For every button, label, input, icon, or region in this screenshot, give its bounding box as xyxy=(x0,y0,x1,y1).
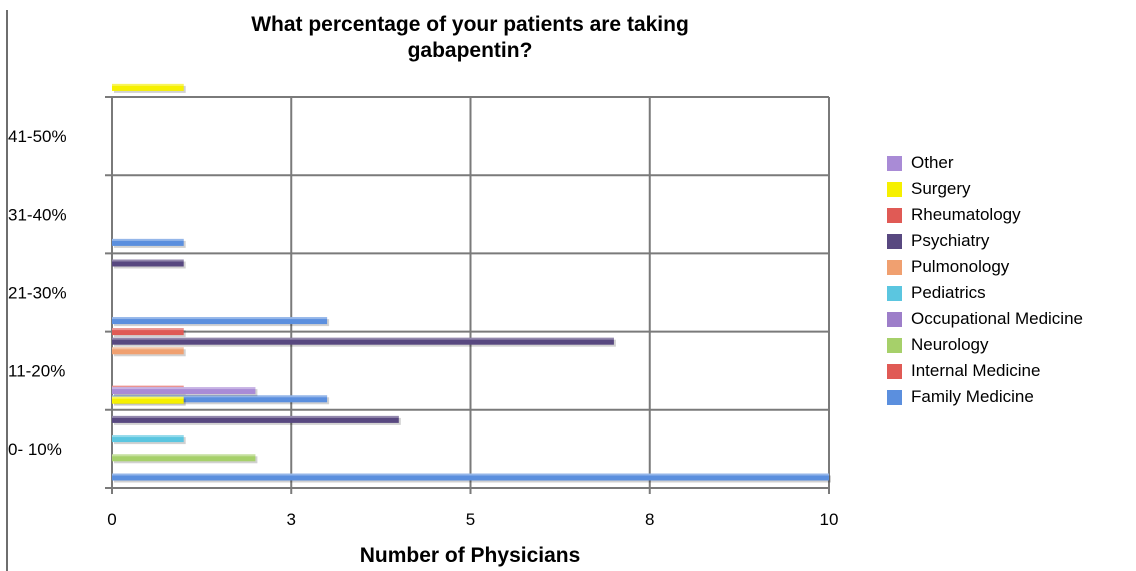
legend-label: Pediatrics xyxy=(911,283,986,302)
legend-label: Family Medicine xyxy=(911,387,1034,406)
bar-highlight xyxy=(112,395,328,398)
y-category-label: 41-50% xyxy=(8,127,67,146)
bar xyxy=(112,347,184,355)
bar xyxy=(112,317,328,325)
bar-highlight xyxy=(112,396,184,399)
bar xyxy=(112,387,256,395)
bar-highlight xyxy=(112,259,184,262)
x-tick-label: 10 xyxy=(820,510,839,529)
legend-swatch xyxy=(887,285,902,301)
legend-label: Internal Medicine xyxy=(911,361,1041,380)
legend-swatch xyxy=(887,363,902,379)
legend-item: Pulmonology xyxy=(887,254,1132,280)
bar xyxy=(112,415,399,423)
x-axis-title: Number of Physicians xyxy=(359,544,581,567)
legend-item: Family Medicine xyxy=(887,384,1132,410)
y-category-label: 11-20% xyxy=(8,362,65,381)
legend-label: Neurology xyxy=(911,335,989,354)
bar-highlight xyxy=(112,473,829,476)
legend-swatch xyxy=(887,233,902,249)
bar xyxy=(112,473,829,481)
legend-label: Other xyxy=(911,153,954,172)
x-tick-label: 3 xyxy=(287,510,296,529)
x-tick-label: 5 xyxy=(466,510,475,529)
chart-title-line-2: gabapentin? xyxy=(407,39,533,62)
legend-item: Internal Medicine xyxy=(887,358,1132,384)
y-category-label: 21-30% xyxy=(8,284,67,303)
legend-item: Surgery xyxy=(887,176,1132,202)
legend-label: Pulmonology xyxy=(911,257,1010,276)
legend-swatch xyxy=(887,311,902,327)
legend-swatch xyxy=(887,181,902,197)
bar xyxy=(112,238,184,246)
legend-swatch xyxy=(887,337,902,353)
legend-swatch xyxy=(887,259,902,275)
bar-highlight xyxy=(112,83,184,86)
legend-label: Occupational Medicine xyxy=(911,309,1083,328)
bar xyxy=(112,337,614,345)
legend-item: Occupational Medicine xyxy=(887,306,1132,332)
bar-highlight xyxy=(112,328,184,331)
legend-item: Pediatrics xyxy=(887,280,1132,306)
bar xyxy=(112,454,256,462)
x-tick-label: 8 xyxy=(645,510,654,529)
bar xyxy=(112,83,184,91)
bar xyxy=(112,395,328,403)
bar xyxy=(112,328,184,336)
legend-swatch xyxy=(887,207,902,223)
bar-highlight xyxy=(112,238,184,241)
legend-label: Psychiatry xyxy=(911,231,990,250)
y-category-label: 0- 10% xyxy=(8,440,62,459)
bar-highlight xyxy=(112,317,328,320)
legend-item: Other xyxy=(887,150,1132,176)
bar-highlight xyxy=(112,415,399,418)
legend-swatch xyxy=(887,155,902,171)
bar xyxy=(112,435,184,443)
bar-highlight xyxy=(112,387,256,390)
y-category-label: 31-40% xyxy=(8,205,67,224)
legend-item: Psychiatry xyxy=(887,228,1132,254)
bar xyxy=(112,259,184,267)
bar xyxy=(112,396,184,404)
bar-highlight xyxy=(112,347,184,350)
legend-item: Neurology xyxy=(887,332,1132,358)
chart-legend: Other Surgery Rheumatology Psychiatry Pulmon… xyxy=(887,150,1132,410)
legend-item: Rheumatology xyxy=(887,202,1132,228)
legend-label: Surgery xyxy=(911,179,971,198)
legend-swatch xyxy=(887,389,902,405)
bar-highlight xyxy=(112,385,184,388)
x-tick-label: 0 xyxy=(107,510,116,529)
legend-label: Rheumatology xyxy=(911,205,1021,224)
bar-highlight xyxy=(112,435,184,438)
chart-title-line-1: What percentage of your patients are tak… xyxy=(251,13,689,36)
bar-highlight xyxy=(112,454,256,457)
bar-highlight xyxy=(112,337,614,340)
